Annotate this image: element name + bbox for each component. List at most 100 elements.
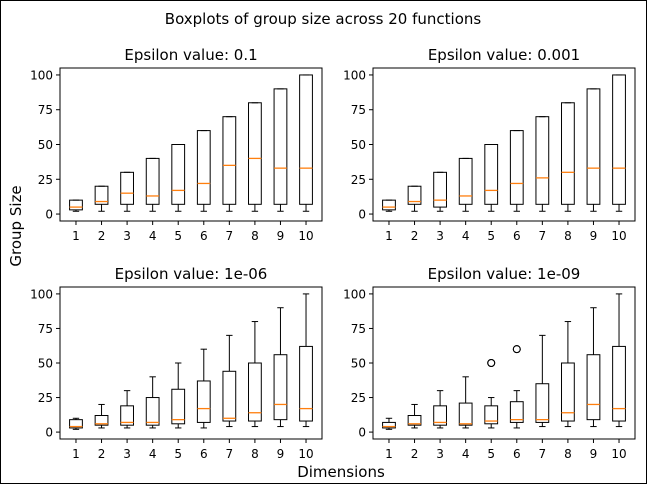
subplot-title: Epsilon value: 0.001 [428,46,580,64]
y-tick-label: 0 [358,426,366,440]
x-tick-label: 3 [123,447,131,461]
box-body [196,130,211,205]
box-2 [407,185,422,212]
subplot-title: Epsilon value: 1e-09 [428,265,581,283]
y-tick-label: 100 [30,68,53,82]
x-tick-label: 5 [487,447,495,461]
box-3 [433,171,447,212]
box-body [407,415,422,426]
y-tick-label: 50 [38,138,53,152]
axes-frame [372,67,636,222]
box-body [612,74,626,205]
box-body [509,130,524,205]
box-3 [120,390,134,429]
box-body [299,74,313,205]
box-6 [196,348,211,429]
x-tick-label: 2 [411,229,419,243]
box-body [273,354,288,421]
box-body [248,102,262,205]
subplot-3: Epsilon value: 1e-06 0 25 50 75 100 1 2 3 4 5 6 7 8 9 1… [30,265,323,461]
box-body [248,362,262,422]
box-6 [509,130,524,212]
axes-frame [59,67,323,222]
y-tick-label: 100 [343,68,366,82]
x-tick-label: 2 [98,447,106,461]
box-body [69,419,83,429]
box-body [407,185,422,205]
box-body [586,88,601,205]
box-10 [612,293,626,428]
box-4 [145,376,160,429]
box-7 [535,334,550,428]
box-3 [433,390,447,429]
x-tick-label: 6 [513,229,521,243]
figure-ylabel: Group Size [7,185,25,266]
box-5 [171,362,186,429]
x-tick-label: 5 [174,447,182,461]
box-1 [69,417,83,430]
box-body [561,102,575,205]
box-body [94,185,109,205]
box-body [171,388,186,425]
box-4 [458,376,473,429]
x-tick-label: 7 [226,229,234,243]
box-8 [248,321,262,428]
box-body [171,144,186,205]
box-1 [69,199,83,212]
box-body [299,345,313,422]
box-body [458,157,473,205]
x-tick-label: 9 [590,229,598,243]
box-body [484,405,499,425]
x-tick-label: 4 [149,447,157,461]
flier-point [512,345,521,354]
y-tick-label: 100 [30,287,53,301]
axes-frame [372,286,636,440]
box-body [222,370,237,422]
box-body [535,116,550,205]
box-6 [196,130,211,212]
x-tick-label: 6 [513,447,521,461]
x-tick-label: 4 [462,447,470,461]
x-tick-label: 3 [436,229,444,243]
box-body [433,405,447,426]
box-body [484,144,499,205]
box-8 [561,321,575,428]
x-tick-label: 10 [611,229,626,243]
x-tick-label: 3 [436,447,444,461]
x-tick-label: 8 [564,229,572,243]
x-tick-label: 7 [539,229,547,243]
box-2 [94,185,109,212]
x-tick-label: 9 [277,229,285,243]
subplot-1: Epsilon value: 0.1 0 25 50 75 100 1 2 3 4 5 6 7 8 9 10 [30,46,323,243]
box-4 [458,157,473,212]
y-tick-label: 25 [38,391,53,405]
x-tick-label: 8 [251,447,259,461]
y-tick-label: 50 [38,357,53,371]
box-7 [222,334,237,428]
box-body [612,345,626,422]
box-7 [535,116,550,212]
x-tick-label: 8 [564,447,572,461]
box-10 [612,74,626,212]
box-body [69,199,83,211]
axes-frame [59,286,323,440]
y-tick-label: 25 [351,173,366,187]
y-tick-label: 0 [358,208,366,222]
x-tick-label: 1 [72,229,80,243]
y-tick-label: 25 [38,173,53,187]
y-tick-label: 0 [45,208,53,222]
x-tick-label: 10 [611,447,626,461]
y-tick-label: 75 [38,103,53,117]
box-8 [561,102,575,212]
x-tick-label: 1 [72,447,80,461]
box-1 [382,417,396,430]
subplot-title: Epsilon value: 1e-06 [115,265,268,283]
y-tick-label: 100 [343,287,366,301]
box-2 [407,403,422,429]
box-body [145,397,160,426]
subplot-4: Epsilon value: 1e-09 0 25 50 75 100 1 2 3 4 5 6 7 8 9 1… [343,265,636,461]
y-tick-label: 0 [45,426,53,440]
x-tick-label: 7 [539,447,547,461]
x-tick-label: 2 [98,229,106,243]
box-8 [248,102,262,212]
